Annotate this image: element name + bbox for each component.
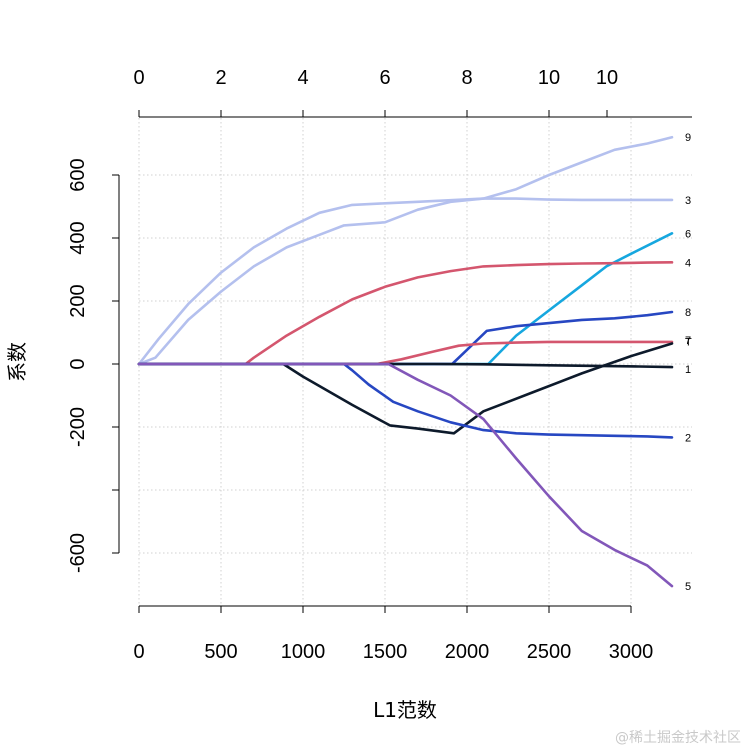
series-label-2: 2 (685, 432, 691, 444)
x-tick-label: 2000 (445, 641, 490, 663)
x-tick-label: 3000 (609, 641, 654, 663)
series-end-labels: 9 3 6 4 8 7T 1 2 5 (685, 132, 692, 593)
top-tick-label: 0 (133, 67, 144, 89)
series-label-7: 7 (685, 335, 691, 347)
series-label-5: 5 (685, 581, 691, 593)
y-tick-label: 0 (67, 358, 89, 369)
series-label-6: 6 (685, 228, 691, 240)
x-tick-label: 2500 (527, 641, 572, 663)
watermark-text: @稀土掘金技术社区 (615, 730, 741, 746)
top-tick-label: 2 (215, 67, 226, 89)
series-line-7 (137, 340, 674, 366)
series-lines (137, 135, 674, 588)
series-line-3 (137, 197, 674, 366)
grid-lines (138, 118, 692, 606)
series-line-5 (137, 362, 674, 588)
series-label-4: 4 (685, 257, 691, 269)
series-label-T: T (685, 337, 692, 349)
series-label-9: 9 (685, 132, 691, 144)
top-tick-label: 6 (379, 67, 390, 89)
series-label-3: 3 (685, 195, 691, 207)
series-line-2 (137, 362, 674, 439)
series-line-6 (137, 232, 674, 366)
series-line-T (137, 342, 674, 435)
x-tick-label: 1500 (363, 641, 408, 663)
y-tick-label: -600 (67, 533, 89, 573)
top-tick-label: 10 (596, 67, 618, 89)
series-label-8: 8 (685, 307, 691, 319)
x-axis-title: L1范数 (373, 698, 437, 722)
series-line-9 (137, 135, 674, 366)
top-tick-label: 8 (461, 67, 472, 89)
y-tick-label: 600 (67, 158, 89, 191)
series-line-8 (137, 310, 674, 366)
x-tick-label: 500 (204, 641, 237, 663)
y-tick-label: -200 (67, 407, 89, 447)
x-tick-label: 0 (133, 641, 144, 663)
top-tick-label: 10 (538, 67, 560, 89)
y-tick-label: 200 (67, 284, 89, 317)
y-tick-label: 400 (67, 221, 89, 254)
top-tick-label: 4 (297, 67, 308, 89)
x-tick-label: 1000 (281, 641, 326, 663)
series-line-4 (137, 260, 674, 366)
series-label-1: 1 (685, 364, 691, 376)
y-axis-title: 系数 (5, 342, 29, 382)
